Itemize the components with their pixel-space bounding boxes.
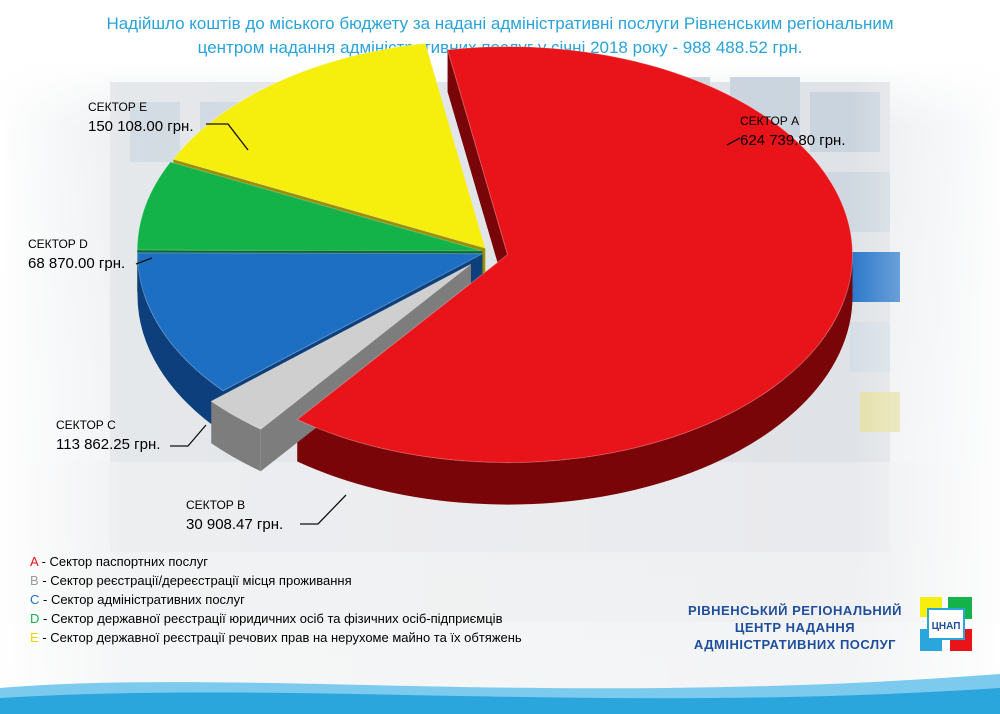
leader-line-a	[726, 137, 741, 146]
legend-item-c: C - Сектор адміністративних послуг	[30, 590, 522, 609]
slice-label-a: СЕКТОР А 624 739.80 грн.	[740, 114, 846, 149]
legend-key-b: B	[30, 573, 39, 588]
leader-line-d	[135, 257, 153, 265]
organization-name: РІВНЕНСЬКИЙ РЕГІОНАЛЬНИЙ ЦЕНТР НАДАННЯ А…	[660, 602, 930, 653]
pie-slice-b	[210, 263, 472, 430]
legend-key-e: E	[30, 630, 39, 645]
legend-key-c: C	[30, 592, 40, 607]
cnap-logo: ЦНАП	[920, 597, 972, 651]
slice-name-e: СЕКТОР Е	[88, 100, 148, 114]
slice-value-e: 150 108.00 грн.	[88, 118, 194, 135]
org-line1: РІВНЕНСЬКИЙ РЕГІОНАЛЬНИЙ	[688, 603, 902, 618]
chart-title-line1: Надійшло коштів до міського бюджету за н…	[106, 14, 894, 33]
legend-item-d: D - Сектор державної реєстрації юридични…	[30, 609, 522, 628]
legend-text-d: - Сектор державної реєстрації юридичних …	[39, 611, 503, 626]
pie-slice-d	[136, 161, 483, 252]
slice-label-b: СЕКТОР В 30 908.47 грн.	[186, 498, 283, 533]
footer-wave	[0, 674, 1000, 714]
slice-name-a: СЕКТОР А	[740, 114, 800, 128]
leader-line-c	[170, 424, 207, 447]
slice-label-e: СЕКТОР Е 150 108.00 грн.	[88, 100, 194, 135]
slice-label-c: СЕКТОР С 113 862.25 грн.	[56, 418, 160, 453]
legend-item-e: E - Сектор державної реєстрації речових …	[30, 628, 522, 647]
slice-name-d: СЕКТОР D	[28, 237, 88, 251]
slice-name-b: СЕКТОР В	[186, 498, 246, 512]
slice-name-c: СЕКТОР С	[56, 418, 116, 432]
label-leaders	[135, 123, 741, 525]
org-line2: ЦЕНТР НАДАННЯ	[734, 620, 856, 635]
legend-text-e: - Сектор державної реєстрації речових пр…	[38, 630, 522, 645]
leader-line-e	[206, 123, 249, 151]
slice-value-a: 624 739.80 грн.	[740, 132, 846, 149]
slice-value-c: 113 862.25 грн.	[56, 436, 161, 453]
pie-wall-a-0	[297, 254, 853, 505]
legend-text-c: - Сектор адміністративних послуг	[39, 592, 245, 607]
slice-value-d: 68 870.00 грн.	[28, 255, 126, 272]
pie-wall-b-0	[211, 401, 261, 472]
org-line3: АДМІНІСТРАТИВНИХ ПОСЛУГ	[693, 637, 897, 652]
pie-slice-c	[137, 252, 483, 392]
legend-item-b: B - Сектор реєстрації/дереєстрації місця…	[30, 571, 522, 590]
logo-text: ЦНАП	[932, 621, 961, 632]
legend-text-b: - Сектор реєстрації/дереєстрації місця п…	[38, 573, 352, 588]
slice-label-d: СЕКТОР D 68 870.00 грн.	[28, 237, 125, 272]
legend-key-d: D	[30, 611, 40, 626]
pie-wall-c-0	[137, 253, 223, 433]
legend-item-a: A - Сектор паспортних послуг	[30, 552, 522, 571]
pie-slice-a	[296, 46, 853, 464]
leader-line-b	[300, 494, 347, 525]
legend-key-a: A	[30, 554, 38, 569]
legend-text-a: - Сектор паспортних послуг	[37, 554, 208, 569]
pie-cut-a-0	[447, 49, 508, 297]
pie-tops	[136, 42, 853, 464]
slice-value-b: 30 908.47 грн.	[186, 516, 284, 533]
pie-slice-e	[172, 42, 486, 249]
chart-legend: A - Сектор паспортних послуг B - Сектор …	[30, 552, 522, 647]
